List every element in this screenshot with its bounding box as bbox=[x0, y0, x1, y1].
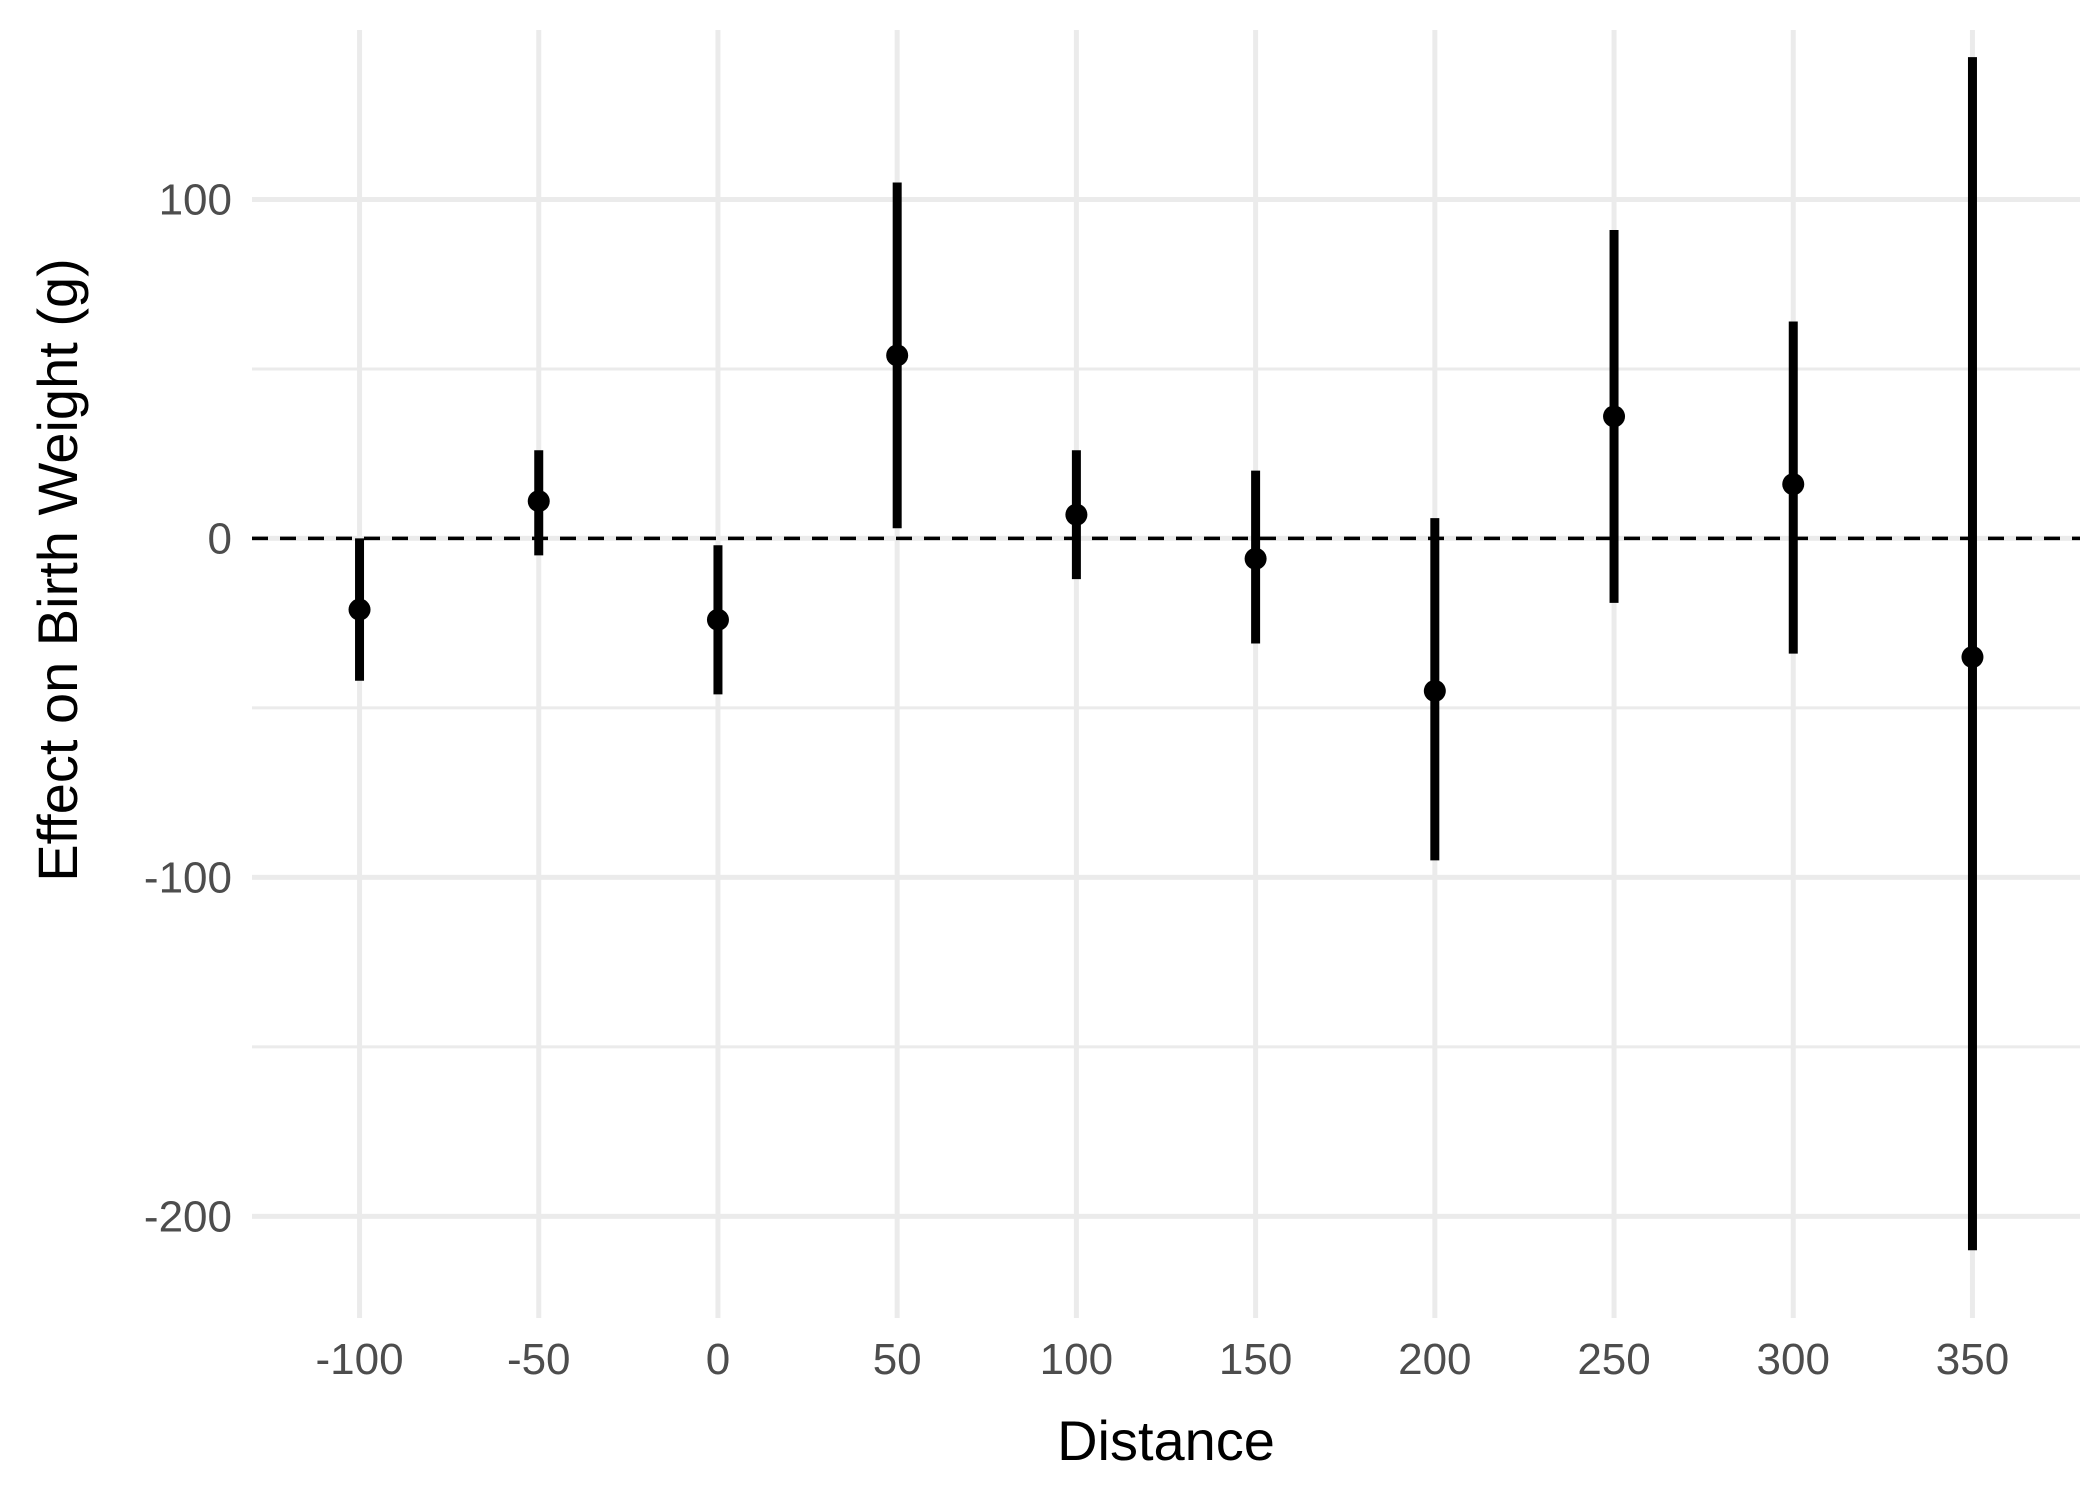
point-estimate bbox=[1423, 679, 1446, 702]
x-tick-label: 350 bbox=[1936, 1335, 2009, 1384]
x-tick-label: -100 bbox=[315, 1335, 403, 1384]
x-tick-label: 250 bbox=[1577, 1335, 1650, 1384]
y-tick-label: -100 bbox=[144, 853, 232, 902]
grid-major bbox=[252, 30, 2080, 1318]
x-axis-title: Distance bbox=[1057, 1409, 1275, 1472]
point-estimate bbox=[1065, 503, 1088, 526]
points bbox=[348, 344, 1984, 702]
x-tick-label: 0 bbox=[706, 1335, 730, 1384]
x-tick-labels: -100 -50 0 50 100 150 200 250 300 350 bbox=[315, 1335, 2009, 1384]
point-estimate bbox=[886, 344, 909, 367]
point-estimate bbox=[1961, 646, 1984, 669]
x-tick-label: 100 bbox=[1040, 1335, 1113, 1384]
point-estimate bbox=[527, 490, 550, 513]
point-estimate bbox=[1782, 473, 1805, 496]
x-tick-label: 300 bbox=[1757, 1335, 1830, 1384]
y-tick-label: 0 bbox=[208, 514, 232, 563]
x-tick-label: -50 bbox=[507, 1335, 571, 1384]
y-tick-label: -200 bbox=[144, 1192, 232, 1241]
x-tick-label: 150 bbox=[1219, 1335, 1292, 1384]
x-tick-label: 50 bbox=[873, 1335, 922, 1384]
x-tick-label: 200 bbox=[1398, 1335, 1471, 1384]
point-estimate bbox=[1244, 547, 1267, 570]
error-bars bbox=[355, 57, 1977, 1251]
point-estimate bbox=[1603, 405, 1626, 428]
y-axis-title: Effect on Birth Weight (g) bbox=[26, 258, 89, 882]
grid-minor bbox=[252, 367, 2080, 1049]
point-estimate bbox=[706, 608, 729, 631]
point-estimate bbox=[348, 598, 371, 621]
y-tick-labels: -200 -100 0 100 bbox=[144, 175, 232, 1241]
y-tick-label: 100 bbox=[159, 175, 232, 224]
